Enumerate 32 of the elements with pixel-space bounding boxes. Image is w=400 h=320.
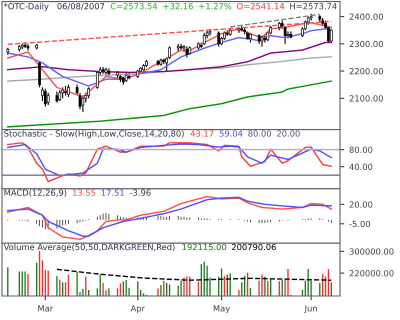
annotation: +32.16 <box>163 3 193 10</box>
ref-line-label: 80.00 <box>248 130 271 137</box>
y-tick-label: 300000.00 <box>350 248 394 255</box>
series-label: 43.17 <box>190 130 214 137</box>
series-label: 192115.00 <box>182 244 226 250</box>
text: 13.55 <box>72 189 96 196</box>
y-tick-label: 2200.00 <box>350 68 383 74</box>
annotation: H=2573.74 <box>290 3 337 10</box>
chart-title: Volume Average(50,50,DARKGREEN,Red) <box>4 244 175 252</box>
y-tick-label: 2400.00 <box>350 14 383 20</box>
text: 200790.06 <box>232 244 276 250</box>
annotation: C=2573.54 <box>110 3 158 10</box>
x-tick-label: Jun <box>304 305 317 314</box>
text: 17.51 <box>102 190 124 196</box>
x-tick-label: May <box>214 305 230 314</box>
ref-line-label: 20.00 <box>277 130 300 137</box>
y-tick-label: 220000.00 <box>350 270 394 276</box>
chart-title: Stochastic - Slow(High,Low,Close,14,20,80) <box>4 130 184 138</box>
chart-title: MACD(12,26,9) <box>4 189 66 197</box>
annotation: +1.27% <box>199 3 232 10</box>
x-tick-label: Apr <box>130 305 145 314</box>
y-tick-label: -5.00 <box>349 220 370 228</box>
y-tick-label: 40.00 <box>349 164 372 170</box>
y-tick-label: 20.00 <box>350 201 372 208</box>
y-tick-label: 2100.00 <box>350 95 383 102</box>
text: -3.96 <box>130 189 151 196</box>
y-tick-label: 80.00 <box>350 146 372 153</box>
series-label: 59.04 <box>220 130 242 137</box>
y-tick-label: 2300.00 <box>350 40 383 48</box>
x-tick-label: Mar <box>38 305 54 312</box>
annotation: O=2541.14 <box>237 3 284 10</box>
chart-title: *OTC-Daily 06/08/2007 <box>4 2 104 11</box>
